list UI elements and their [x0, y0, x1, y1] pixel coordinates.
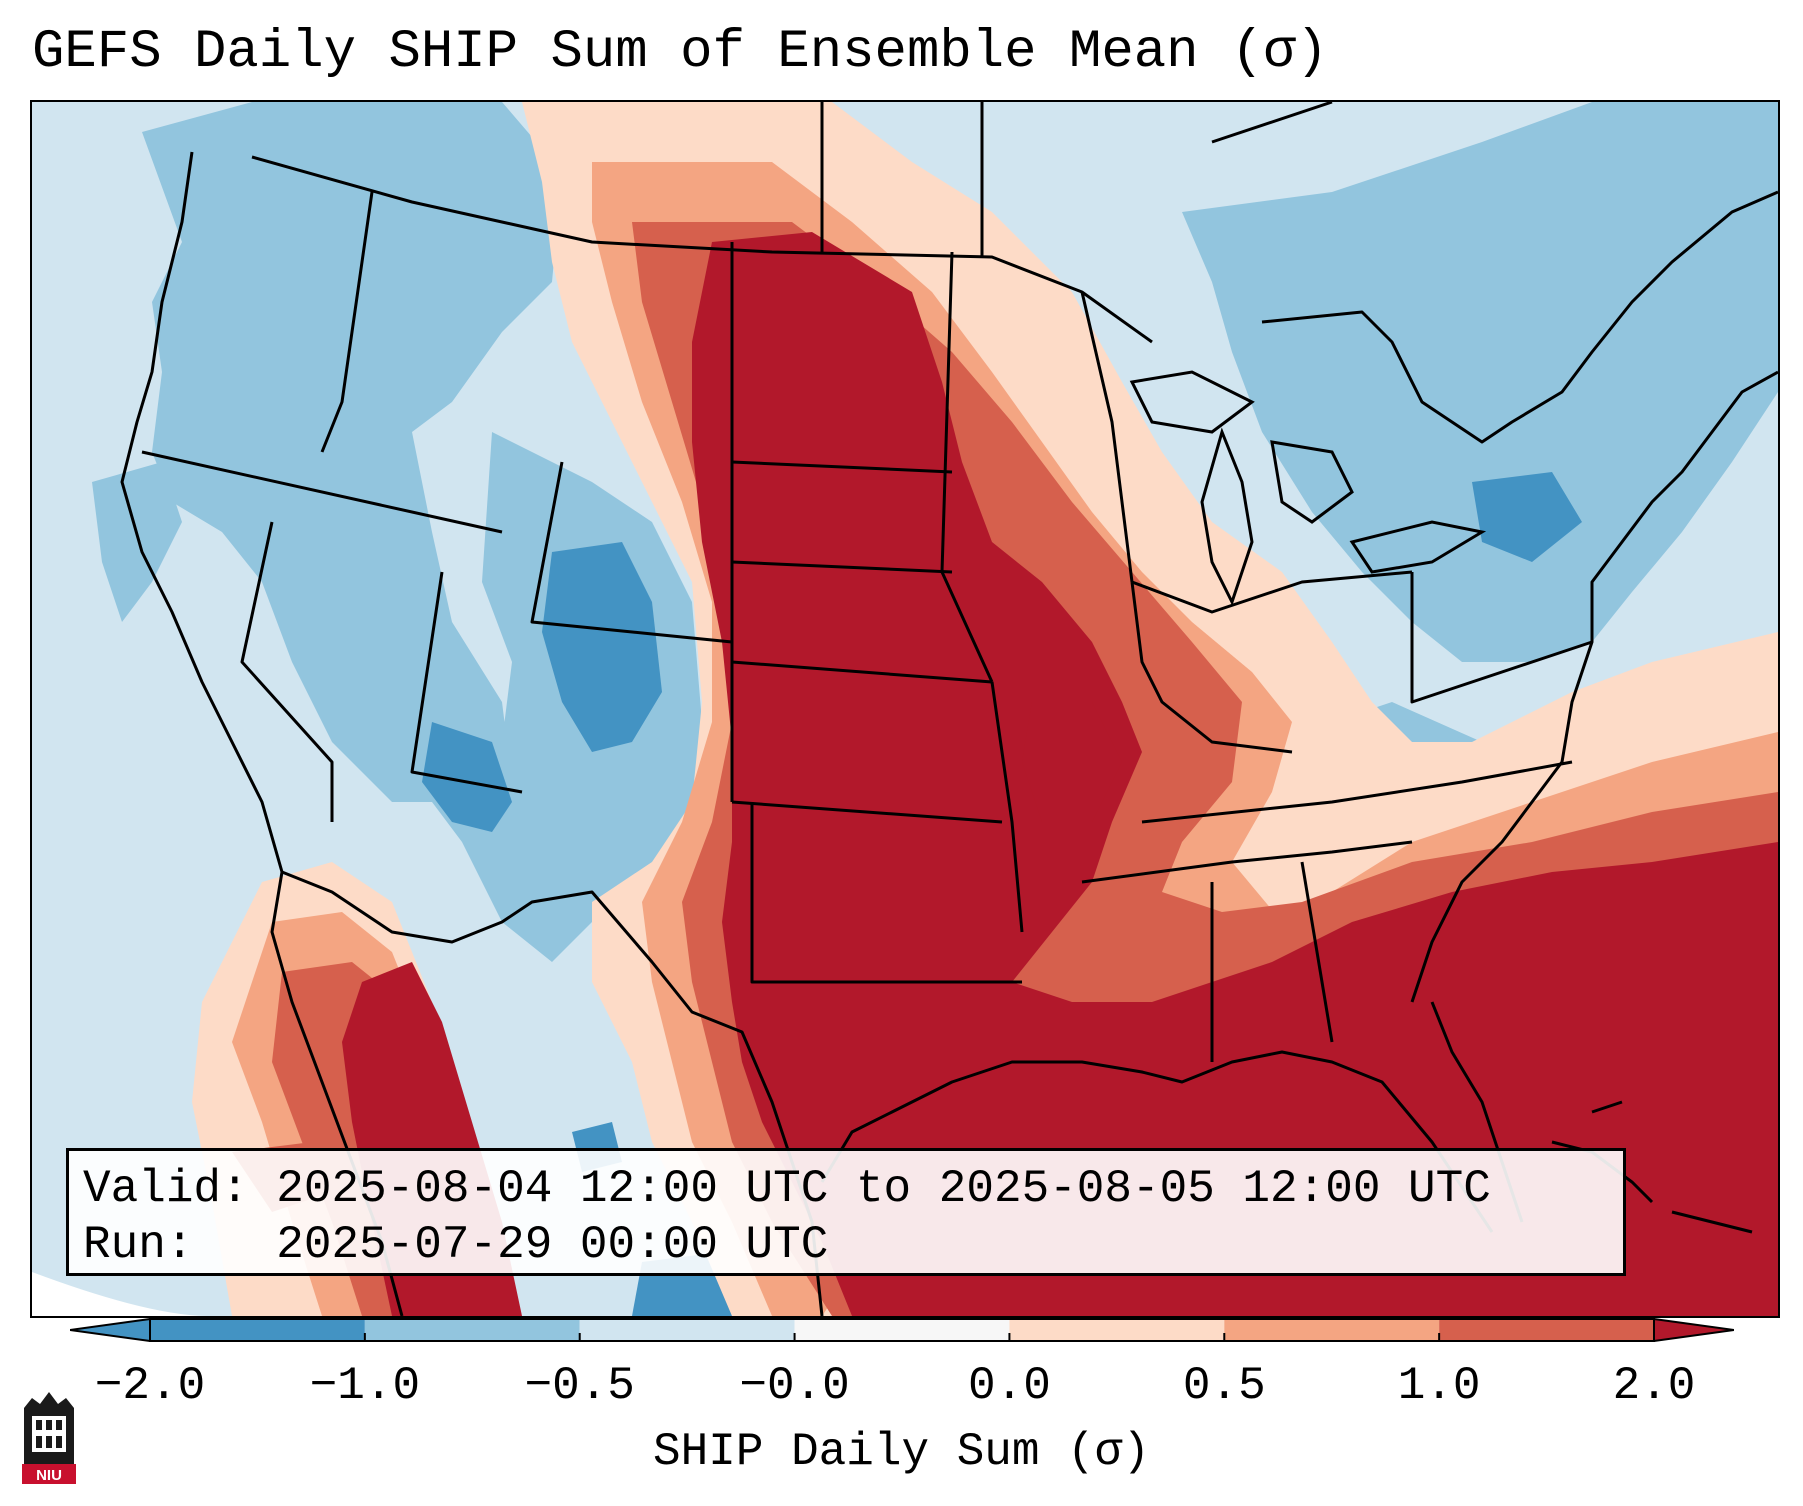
colorbar-segment	[1009, 1319, 1225, 1341]
colorbar-tick-label: −0.0	[739, 1360, 850, 1412]
run-label: Run:	[83, 1219, 194, 1271]
colorbar-label: SHIP Daily Sum (σ)	[653, 1426, 1150, 1478]
map-canvas	[32, 102, 1778, 1316]
colorbar-tick-label: −0.5	[524, 1360, 635, 1412]
colorbar-tick-label: −2.0	[94, 1360, 206, 1412]
colorbar	[70, 1318, 1734, 1342]
domain-edge-left	[32, 1272, 212, 1316]
colorbar-segment	[150, 1319, 365, 1341]
colorbar-extend-low	[70, 1318, 151, 1342]
valid-value: 2025-08-04 12:00 UTC to 2025-08-05 12:00…	[276, 1163, 1491, 1215]
valid-run-info-box: Valid: 2025-08-04 12:00 UTC to 2025-08-0…	[66, 1148, 1626, 1276]
run-value: 2025-07-29 00:00 UTC	[276, 1219, 829, 1271]
colorbar-segment	[364, 1319, 580, 1341]
logo-text: NIU	[36, 1467, 62, 1484]
colorbar-segment	[1224, 1319, 1440, 1341]
colorbar-tick-label: 0.0	[968, 1360, 1051, 1412]
colorbar-outline	[149, 1318, 1655, 1342]
map-title: GEFS Daily SHIP Sum of Ensemble Mean (σ)	[32, 22, 1329, 83]
colorbar-extend-high	[1653, 1318, 1734, 1342]
colorbar-tick-label: −1.0	[309, 1360, 421, 1412]
colorbar-segment	[794, 1319, 1010, 1341]
great-lakes	[1129, 370, 1487, 606]
map-panel[interactable]	[30, 100, 1780, 1318]
valid-label: Valid:	[83, 1163, 249, 1215]
colorbar-tick-label: 2.0	[1612, 1360, 1696, 1412]
colorbar-segment	[1439, 1319, 1654, 1341]
niu-logo: NIU	[22, 1392, 76, 1484]
colorbar-tick-label: 0.5	[1182, 1360, 1266, 1412]
political-boundaries	[120, 102, 1778, 1316]
colorbar-tick-label: 1.0	[1397, 1360, 1481, 1412]
colorbar-segment	[579, 1319, 795, 1341]
